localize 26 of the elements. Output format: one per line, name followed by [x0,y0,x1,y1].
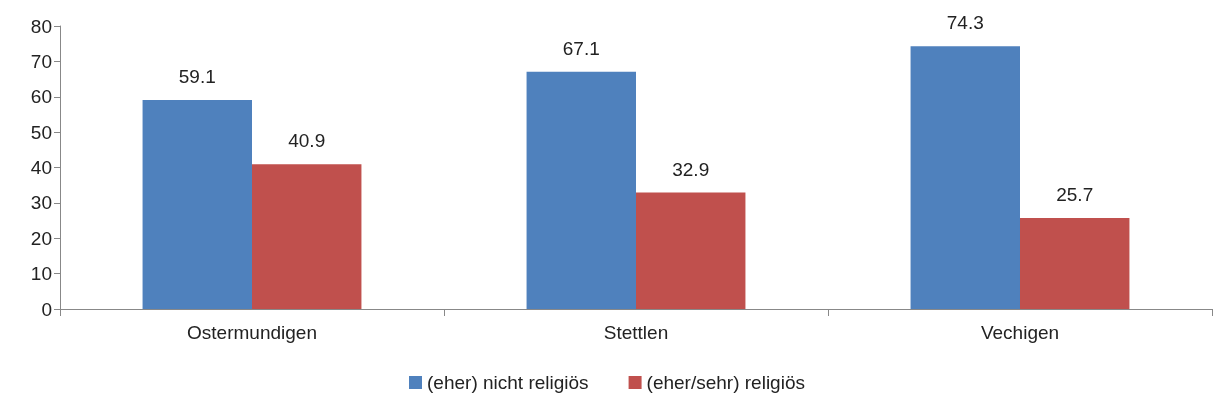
y-tick-label: 70 [30,50,52,72]
data-label: 59.1 [178,65,216,87]
y-tick-label: 60 [30,86,52,108]
bar [1020,218,1130,309]
data-label: 40.9 [288,130,326,152]
x-tick-label: Vechigen [980,322,1060,343]
bar [636,192,746,309]
x-tick-label: Stettlen [603,322,669,343]
data-label: 74.3 [946,12,984,34]
y-tick-label: 0 [41,298,52,320]
x-tick-label: Ostermundigen [187,322,317,343]
data-label: 25.7 [1056,184,1094,206]
y-tick-label: 80 [30,15,52,37]
data-label: 32.9 [672,158,710,180]
y-tick-label: 20 [30,227,52,249]
bar [910,46,1020,309]
legend-label: (eher) nicht religiös [427,372,589,393]
y-tick-label: 50 [30,121,52,143]
y-tick-label: 30 [30,192,52,214]
bar [142,99,252,309]
y-tick-label: 40 [30,157,52,178]
bar [526,71,636,309]
bar [252,164,362,309]
y-tick-label: 10 [30,263,52,285]
legend-label: (eher/sehr) religiös [646,372,805,393]
data-label: 67.1 [562,37,600,59]
